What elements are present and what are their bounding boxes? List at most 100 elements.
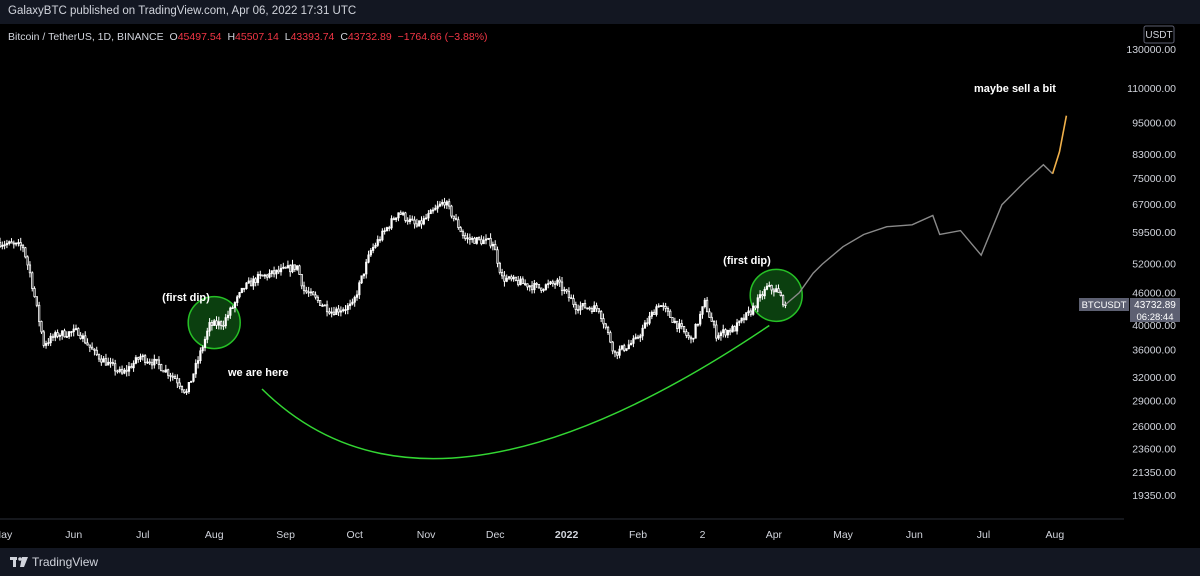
candle-body [701,306,704,315]
candle-body [130,366,133,369]
candle-body [468,237,471,240]
candle-body [291,264,294,273]
candle-body [300,274,303,287]
candle-body [169,374,172,377]
price-axis[interactable]: 130000.00 110000.00 95000.00 83000.00 75000.… [1126,44,1176,502]
candle-body [35,296,38,306]
candle-body [528,285,531,288]
candle-body [249,280,253,287]
price-tick-label: 36000.00 [1132,345,1176,357]
candle-body [420,220,423,225]
time-tick-label: Feb [629,529,647,541]
candle-body [28,264,32,274]
candle-body [581,302,584,307]
candle-body [374,244,377,248]
candle-body [464,234,467,239]
candle-body [590,308,594,313]
price-chart[interactable]: Bitcoin / TetherUS, 1D, BINANCE O45497.5… [0,0,1200,548]
candle-body [1,244,4,247]
candle-body [482,239,485,245]
candle-body [339,310,342,313]
candle-body [763,288,766,297]
candle-body [238,292,241,298]
time-tick-label: Jun [65,529,82,541]
candle-body [729,329,732,333]
tradingview-logo[interactable]: TradingView [10,555,98,569]
legend-low: 43393.74 [291,31,335,43]
candle-body [404,212,407,221]
symbol-legend: Bitcoin / TetherUS, 1D, BINANCE O45497.5… [8,31,488,43]
candle-body [477,237,481,240]
candle-body [111,362,114,365]
candle-body [415,223,419,227]
candle-body [279,267,283,273]
candle-body [309,291,313,294]
legend-symbol: Bitcoin / TetherUS, 1D, BINANCE [8,31,164,43]
candle-body [346,305,349,311]
candle-body [293,264,296,270]
price-tick-label: 110000.00 [1127,83,1176,95]
candle-body [429,210,432,215]
candle-body [452,215,455,219]
candle-body [731,326,734,333]
candle-body [201,347,204,352]
candle-body [765,285,769,290]
candle-body [735,322,739,332]
candle-body [139,356,142,360]
candle-body [229,307,232,316]
candle-body [79,334,82,339]
candle-body [261,274,264,277]
candle-body [535,283,538,285]
candle-body [70,331,73,334]
candle-body [176,378,179,384]
time-axis[interactable]: May Jun Jul Aug Sep Oct Nov Dec 2022 Feb 2 Apr May Ju… [0,529,1064,541]
candle-body [72,328,75,333]
time-tick-label: May [833,529,854,541]
candle-body [411,218,414,221]
candle-body [74,328,78,330]
legend-change: −1764.66 (−3.88%) [398,31,488,43]
candle-body [12,242,15,245]
candle-body [305,290,308,293]
candle-body [123,369,126,374]
candle-body [104,358,108,366]
candle-body [643,322,647,329]
candle-body [40,321,43,333]
candle-body [81,335,85,339]
candle-body [392,218,395,221]
candle-body [565,289,568,292]
candle-body [120,368,124,374]
candle-body [114,363,117,372]
candle-body [100,358,103,363]
candle-body [434,207,437,211]
candle-body [696,323,700,326]
time-tick-label: Nov [417,529,436,541]
candle-body [671,317,674,323]
brand-label: TradingView [32,555,99,569]
candle-body [296,265,299,270]
candle-body [335,308,338,315]
candle-body [722,329,725,334]
bowl-arc [261,324,770,460]
candle-body [222,324,225,327]
price-tick-label: 52000.00 [1132,259,1176,271]
candle-body [286,265,290,269]
footer-bar: TradingView [0,548,1200,576]
candle-body [49,335,52,344]
candle-body [240,287,243,293]
unit-badge[interactable] [1143,25,1175,44]
time-tick-label: Oct [347,529,363,541]
candle-body [5,243,9,246]
price-tick-label: 59500.00 [1132,227,1176,239]
candle-body [118,368,121,372]
candle-body [586,307,589,310]
candle-body [627,344,630,350]
candle-body [551,281,554,285]
candle-body [31,272,34,289]
candle-body [390,218,393,229]
candle-body [641,327,644,337]
candle-body [137,357,140,360]
candle-body [620,345,623,350]
candle-body [745,312,748,321]
candle-body [779,292,782,296]
